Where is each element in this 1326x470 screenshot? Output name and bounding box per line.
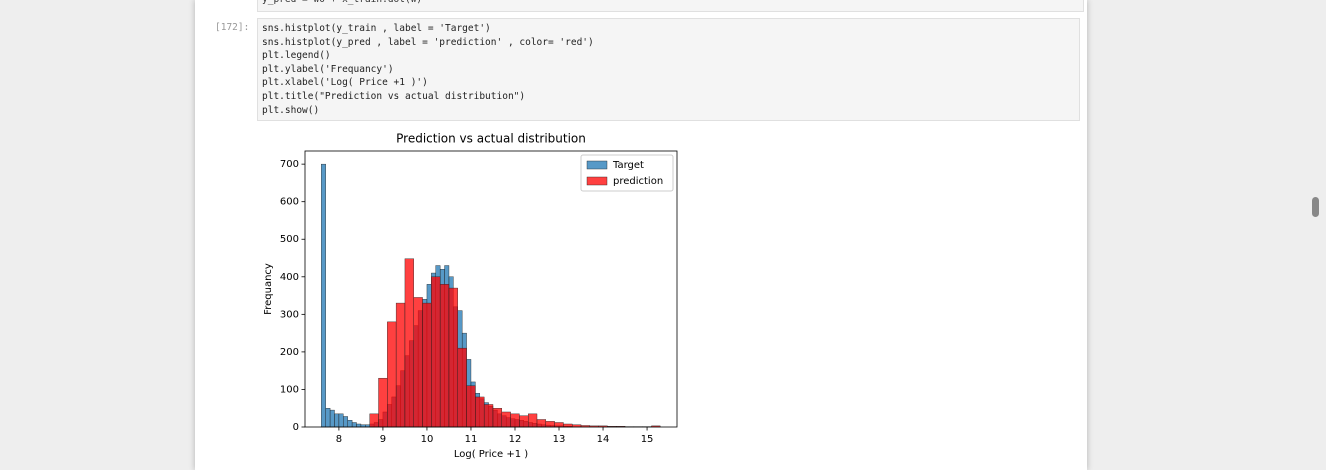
bar: [519, 415, 529, 428]
bar: [422, 302, 432, 428]
chart-title: Prediction vs actual distribution: [396, 132, 586, 146]
bar: [387, 321, 397, 428]
scroll-thumb[interactable]: [1312, 197, 1319, 217]
y-tick-label: 300: [280, 309, 299, 320]
bar: [369, 413, 379, 428]
bar: [439, 284, 450, 428]
axes-frame: [304, 150, 678, 428]
y-tick-label: 400: [280, 272, 299, 283]
x-tick-label: 13: [553, 434, 566, 445]
x-tick-label: 12: [509, 434, 522, 445]
bar: [448, 287, 458, 428]
bar: [466, 385, 476, 428]
bar: [343, 416, 348, 428]
bar: [554, 422, 564, 428]
bar: [431, 276, 441, 428]
y-tick-label: 700: [280, 159, 299, 170]
bar: [356, 423, 362, 428]
legend-label: prediction: [613, 176, 663, 187]
bar: [510, 413, 520, 428]
y-tick-label: 0: [293, 422, 299, 433]
bar: [545, 421, 555, 428]
y-tick-label: 500: [280, 234, 299, 245]
bar: [404, 258, 414, 428]
code-line: plt.legend(): [262, 50, 331, 62]
bar: [536, 419, 547, 428]
bar: [563, 423, 573, 428]
bar: [338, 413, 344, 428]
x-tick-label: 8: [336, 434, 342, 445]
x-tick-label: 14: [597, 434, 610, 445]
bar: [528, 413, 538, 428]
x-axis-label: Log( Price +1 ): [454, 449, 528, 460]
x-tick-label: 15: [641, 434, 654, 445]
legend-swatch: [586, 160, 608, 170]
legend-swatch: [586, 176, 608, 186]
bar: [483, 404, 494, 428]
bar: [329, 409, 335, 428]
code-line: sns.histplot(y_train , label = 'Target'): [262, 23, 491, 34]
code-cell[interactable]: sns.histplot(y_train , label = 'Target')…: [257, 18, 1080, 121]
y-tick-label: 200: [280, 347, 299, 358]
bar: [501, 411, 511, 428]
code-line: sns.histplot(y_pred , label = 'predictio…: [262, 36, 594, 48]
chart: Prediction vs actual distribution 8 9 10 11 1…: [263, 132, 678, 460]
x-tick-label: 9: [380, 434, 386, 445]
x-tick-label: 11: [465, 434, 478, 445]
x-tick-label: 10: [421, 434, 434, 445]
bar: [325, 408, 331, 428]
y-tick-label: 100: [280, 384, 299, 395]
y-axis-label: Frequancy: [263, 263, 274, 315]
previous-code: y_pred = w0 + x_train.dot(w): [257, 0, 1084, 12]
bar: [457, 347, 467, 428]
bar: [378, 377, 388, 428]
code-line: plt.title("Prediction vs actual distribu…: [262, 90, 526, 102]
code-line: plt.show(): [262, 104, 320, 116]
bar: [347, 420, 353, 428]
bar: [395, 302, 406, 428]
y-tick-label: 600: [280, 197, 299, 208]
code-line: plt.ylabel('Frequancy'): [262, 63, 394, 75]
bar: [351, 422, 357, 428]
bar: [334, 413, 340, 428]
bar: [321, 163, 326, 428]
prompt: [172]:: [215, 22, 250, 33]
notebook: y_pred = w0 + x_train.dot(w) [172]: sns.…: [195, 0, 1087, 470]
code-line: plt.xlabel('Log( Price +1 )'): [262, 77, 428, 89]
bar: [492, 408, 502, 428]
legend-label: Target: [612, 160, 644, 171]
scrollbar[interactable]: [1310, 0, 1320, 470]
bar: [475, 396, 485, 428]
bar: [413, 297, 423, 428]
